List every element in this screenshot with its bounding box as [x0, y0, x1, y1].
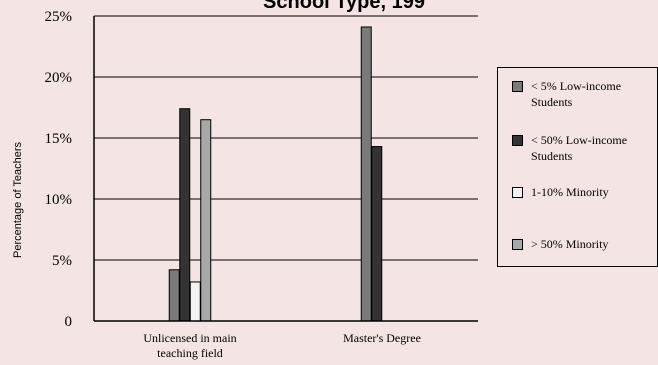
grid-lines [94, 15, 478, 261]
y-axis-label: Percentage of Teachers [12, 142, 24, 258]
bar [200, 119, 212, 322]
bar [179, 108, 191, 322]
legend-label: > 50% Minority [531, 237, 609, 251]
legend-label: < 5% Low-income Students [531, 79, 622, 109]
bars [168, 26, 383, 322]
legend-label: 1-10% Minority [531, 185, 609, 199]
y-tick-label: 15% [45, 131, 73, 147]
legend-item: 1-10% Minority [512, 184, 658, 200]
y-tick-label: 25% [45, 9, 73, 25]
x-category-label: Unlicensed in main [143, 331, 236, 345]
legend: < 5% Low-income Students < 50% Low-incom… [497, 67, 658, 267]
y-tick-label: 0 [65, 314, 73, 330]
legend-item: > 50% Minority [512, 236, 658, 252]
axes [93, 16, 478, 322]
y-tick-label: 10% [45, 192, 73, 208]
bar [371, 146, 383, 322]
legend-swatch [512, 239, 523, 250]
legend-item: < 5% Low-income Students [512, 78, 658, 110]
legend-label: < 50% Low-income Students [531, 133, 628, 163]
legend-swatch [512, 81, 523, 92]
bar [189, 281, 201, 322]
y-tick-label: 5% [52, 253, 72, 269]
x-category-label: Master's Degree [343, 331, 421, 345]
x-category-label: teaching field [157, 346, 223, 360]
chart-title: School Type, 199 [263, 0, 425, 13]
y-tick-label: 20% [45, 70, 73, 86]
y-tick-labels: 0 5% 10% 15% 20% 25% [45, 9, 73, 330]
bar [168, 269, 180, 322]
bar [360, 26, 372, 322]
legend-swatch [512, 135, 523, 146]
legend-swatch [512, 187, 523, 198]
legend-item: < 50% Low-income Students [512, 132, 658, 164]
